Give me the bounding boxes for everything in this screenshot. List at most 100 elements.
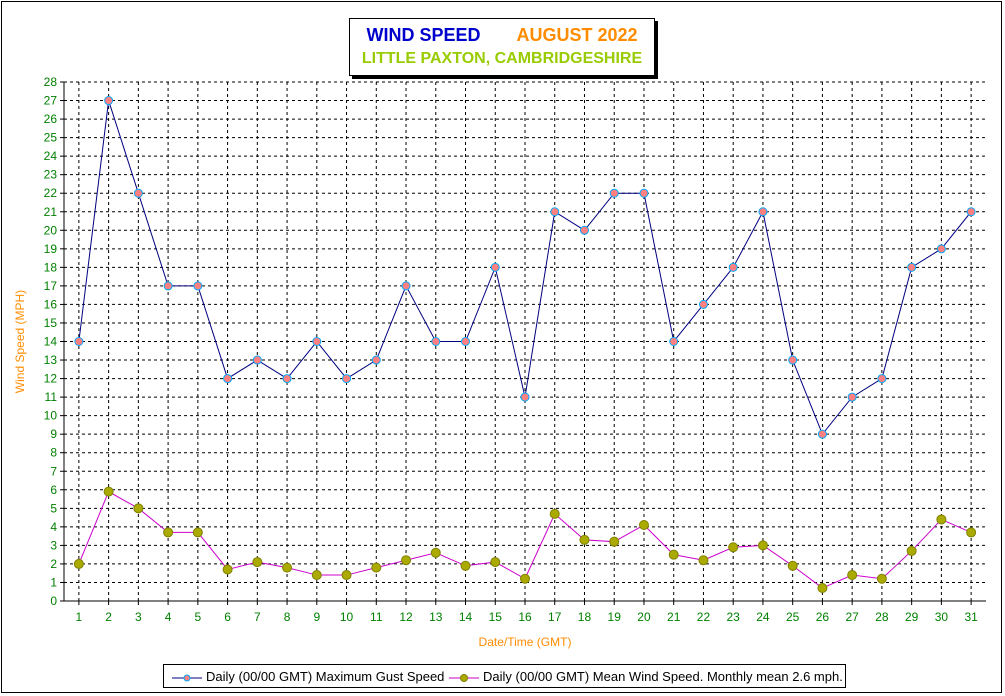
x-tick-label: 18 (578, 610, 592, 624)
y-tick-label: 12 (44, 372, 58, 386)
x-tick-label: 3 (135, 610, 142, 624)
title-line: WIND SPEED AUGUST 2022 (350, 25, 654, 46)
data-point-gust (371, 355, 381, 365)
data-point-gust (788, 355, 798, 365)
data-point-gust (193, 281, 203, 291)
y-tick-label: 13 (44, 353, 58, 367)
y-tick-label: 25 (44, 131, 58, 145)
y-tick-label: 6 (50, 483, 57, 497)
data-point-gust (490, 262, 500, 272)
legend-label-mean: Daily (00/00 GMT) Mean Wind Speed. Month… (483, 669, 843, 684)
x-tick-label: 29 (905, 610, 919, 624)
data-point-mean (698, 555, 709, 566)
x-tick-label: 20 (637, 610, 651, 624)
x-tick-label: 9 (313, 610, 320, 624)
y-tick-label: 16 (44, 297, 58, 311)
data-point-mean (341, 570, 352, 581)
x-tick-label: 23 (727, 610, 741, 624)
data-point-gust (104, 96, 114, 106)
data-point-mean (728, 542, 739, 553)
x-tick-label: 31 (964, 610, 978, 624)
data-point-gust (252, 355, 262, 365)
y-tick-label: 3 (50, 538, 57, 552)
y-tick-label: 19 (44, 242, 58, 256)
legend-item-gust: Daily (00/00 GMT) Maximum Gust Speed (172, 669, 444, 684)
chart-title: WIND SPEED (366, 25, 481, 45)
data-point-mean (549, 508, 560, 519)
y-tick-label: 28 (44, 75, 58, 89)
grid-layer (64, 81, 986, 601)
data-point-gust (282, 374, 292, 384)
legend-label-gust: Daily (00/00 GMT) Maximum Gust Speed (206, 669, 445, 684)
y-tick-label: 1 (50, 575, 57, 589)
data-point-mean (609, 536, 620, 547)
legend-item-mean: Daily (00/00 GMT) Mean Wind Speed. Month… (449, 669, 843, 684)
y-tick-label: 11 (45, 390, 58, 404)
x-tick-label: 27 (845, 610, 859, 624)
data-point-gust (877, 374, 887, 384)
data-point-gust (74, 337, 84, 346)
y-tick-label: 10 (44, 409, 58, 423)
x-tick-label: 17 (548, 610, 562, 624)
data-point-mean (847, 570, 858, 581)
x-tick-label: 7 (254, 610, 261, 624)
y-tick-label: 0 (50, 594, 57, 608)
data-point-mean (371, 562, 382, 573)
data-point-gust (163, 281, 173, 291)
x-tick-label: 24 (756, 610, 770, 624)
x-tick-label: 2 (105, 610, 112, 624)
y-tick-label: 4 (50, 520, 57, 534)
data-point-mean (490, 557, 501, 568)
y-tick-label: 9 (50, 427, 57, 441)
y-tick-label: 20 (44, 223, 58, 237)
data-point-gust (461, 337, 471, 346)
x-tick-label: 12 (399, 610, 413, 624)
data-point-mean (936, 514, 947, 525)
y-tick-label: 7 (50, 464, 57, 478)
data-point-gust (609, 188, 619, 198)
x-tick-label: 26 (816, 610, 830, 624)
axis-layer: 0123456789101112131415161718192021222324… (44, 75, 986, 624)
y-tick-label: 2 (50, 557, 57, 571)
data-point-gust (639, 188, 649, 198)
data-point-mean (579, 534, 590, 545)
y-tick-label: 27 (44, 94, 58, 108)
x-tick-label: 25 (786, 610, 800, 624)
y-tick-label: 14 (44, 335, 58, 349)
x-tick-label: 16 (518, 610, 532, 624)
y-tick-label: 17 (44, 279, 58, 293)
data-point-gust (223, 374, 233, 384)
y-tick-label: 8 (50, 446, 57, 460)
data-point-mean (73, 558, 84, 569)
data-point-gust (847, 392, 857, 402)
data-point-gust (312, 337, 322, 346)
data-point-mean (520, 573, 530, 584)
data-point-gust (907, 262, 917, 272)
y-tick-label: 21 (44, 205, 58, 219)
y-tick-label: 23 (44, 168, 58, 182)
y-tick-label: 22 (44, 186, 58, 200)
data-point-mean (876, 573, 887, 584)
data-point-gust (133, 188, 143, 198)
data-point-gust (817, 429, 827, 439)
x-tick-label: 28 (875, 610, 889, 624)
y-tick-label: 18 (44, 260, 58, 274)
data-point-mean (252, 557, 263, 568)
data-point-gust (698, 299, 708, 309)
x-tick-label: 22 (697, 610, 711, 624)
data-point-mean (817, 583, 828, 594)
x-axis-title: Date/Time (GMT) (479, 635, 572, 649)
x-tick-label: 1 (76, 610, 83, 624)
x-tick-label: 19 (608, 610, 622, 624)
data-point-mean (192, 527, 203, 538)
y-axis-title: Wind Speed (MPH) (13, 290, 27, 393)
data-point-mean (222, 564, 233, 575)
data-point-gust (728, 262, 738, 272)
data-point-gust (966, 207, 976, 217)
legend-swatch-gust (172, 674, 202, 682)
x-tick-label: 15 (489, 610, 503, 624)
legend: Daily (00/00 GMT) Maximum Gust Speed Dai… (163, 664, 846, 688)
x-tick-label: 11 (370, 610, 383, 624)
data-point-gust (342, 374, 352, 384)
